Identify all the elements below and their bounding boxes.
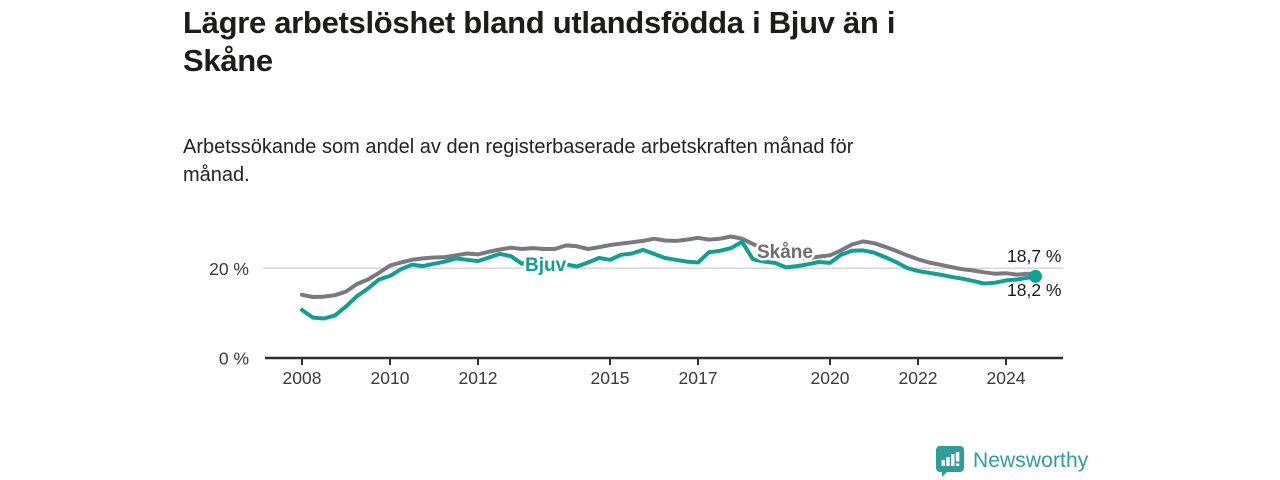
page-title-line-1: Lägre arbetslöshet bland utlandsfödda i … — [183, 5, 896, 40]
x-tick-label: 2012 — [459, 368, 498, 388]
chart-subtitle-line-1: Arbetssökande som andel av den registerb… — [183, 136, 854, 158]
newsworthy-logo[interactable]: Newsworthy — [936, 445, 1088, 477]
chart-subtitle: Arbetssökande som andel av den registerb… — [183, 133, 1083, 189]
bar-chart-speech-bubble-icon — [936, 445, 964, 477]
series-end-value-skane: 18,7 % — [1007, 246, 1061, 266]
newsworthy-wordmark: Newsworthy — [973, 449, 1089, 472]
x-tick-label: 2020 — [811, 368, 850, 388]
x-tick-label: 2022 — [899, 368, 938, 388]
y-tick-label: 20 % — [209, 259, 249, 279]
series-line-skane — [300, 234, 1038, 299]
page-title: Lägre arbetslöshet bland utlandsfödda i … — [183, 4, 1083, 80]
x-tick-label: 2015 — [591, 368, 630, 388]
series-label-skane: Skåne — [757, 242, 813, 263]
x-tick-label: 2024 — [987, 368, 1026, 388]
x-tick-label: 2008 — [283, 368, 322, 388]
y-tick-label: 0 % — [219, 349, 249, 369]
series-end-value-bjuv: 18,2 % — [1007, 280, 1061, 300]
page-title-line-2: Skåne — [183, 43, 273, 78]
x-tick-label: 2017 — [679, 368, 718, 388]
series-line-bjuv — [300, 239, 1038, 321]
series-end-dot-bjuv — [1028, 269, 1042, 283]
chart-subtitle-line-2: månad. — [183, 164, 250, 186]
x-tick-label: 2010 — [371, 368, 410, 388]
series-label-bjuv: Bjuv — [525, 255, 567, 276]
